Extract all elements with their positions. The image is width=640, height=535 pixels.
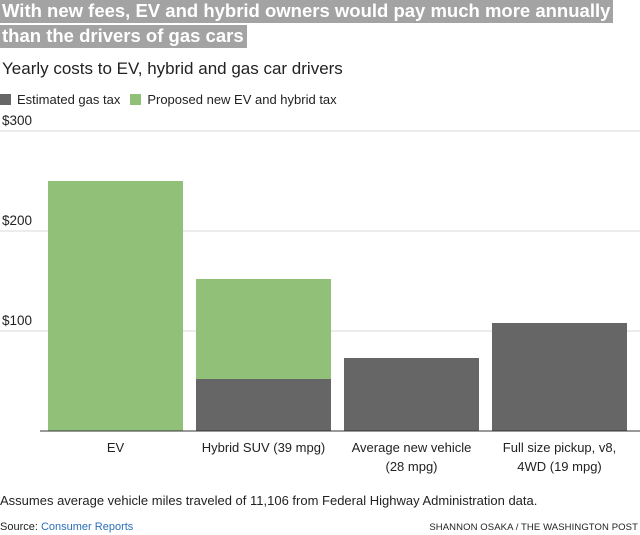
source-link[interactable]: Consumer Reports [40, 521, 134, 533]
legend-item-gas-tax: Estimated gas tax [0, 92, 120, 107]
x-category-label: Full size pickup, v8, [503, 440, 616, 455]
bar-gas-tax [196, 379, 331, 431]
credit-line: SHANNON OSAKA / THE WASHINGTON POST [429, 522, 638, 533]
x-category-label: Hybrid SUV (39 mpg) [202, 440, 326, 455]
y-tick-label: $200 [2, 213, 32, 228]
source-prefix: Source: [0, 521, 41, 533]
footnote: Assumes average vehicle miles traveled o… [0, 493, 538, 508]
chart-title-line-1: With new fees, EV and hybrid owners woul… [0, 0, 614, 23]
legend-label-gas-tax: Estimated gas tax [17, 92, 121, 107]
y-tick-label: $300 [2, 113, 32, 128]
legend-label-ev-tax: Proposed new EV and hybrid tax [147, 92, 337, 107]
bar-ev-hybrid-tax [48, 181, 183, 431]
legend-swatch-gas-tax [0, 94, 11, 105]
x-category-label: EV [107, 440, 125, 455]
y-tick-label: $100 [2, 313, 32, 328]
bar-ev-hybrid-tax [196, 279, 331, 379]
x-category-label: (28 mpg) [385, 459, 437, 474]
legend-swatch-ev-tax [130, 94, 142, 105]
source-line: Source: Consumer Reports [0, 521, 133, 533]
legend-item-ev-tax: Proposed new EV and hybrid tax [130, 92, 337, 107]
x-category-label: Average new vehicle [352, 440, 472, 455]
bar-gas-tax [492, 323, 627, 431]
bar-gas-tax [344, 358, 479, 431]
chart-title-line-2: than the drivers of gas cars [0, 25, 247, 48]
chart-subtitle: Yearly costs to EV, hybrid and gas car d… [2, 59, 343, 78]
chart-title: With new fees, EV and hybrid owners woul… [0, 0, 614, 50]
legend: Estimated gas tax Proposed new EV and hy… [0, 92, 347, 107]
bar-chart: $100 $200 $300 EV Hybrid SUV (39 mpg) Average… [0, 113, 640, 474]
x-category-label: 4WD (19 mpg) [517, 459, 602, 474]
